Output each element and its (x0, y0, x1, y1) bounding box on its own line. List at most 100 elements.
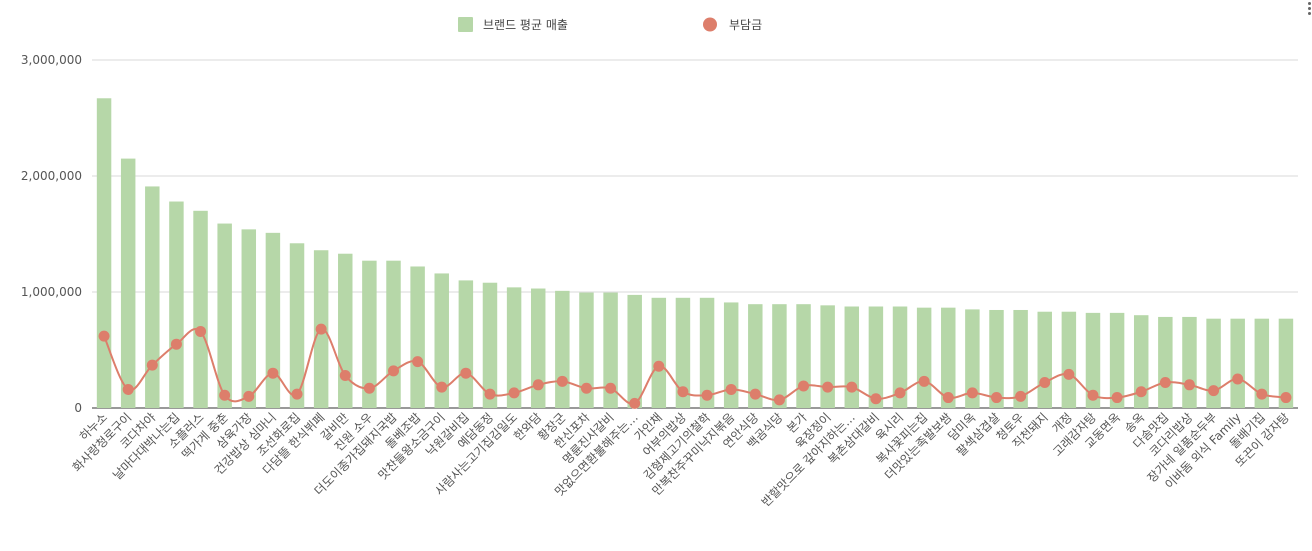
bar[interactable] (1061, 311, 1077, 408)
line-point[interactable] (1015, 390, 1027, 402)
line-point[interactable] (870, 393, 882, 405)
line-point[interactable] (580, 382, 592, 394)
bar[interactable] (362, 260, 377, 408)
bar[interactable] (1254, 318, 1270, 408)
more-options-icon[interactable] (1306, 0, 1312, 22)
line-point[interactable] (122, 383, 134, 395)
bar[interactable] (844, 306, 860, 409)
bar[interactable] (579, 292, 594, 408)
bar[interactable] (868, 306, 884, 409)
line-point[interactable] (388, 365, 399, 377)
bar[interactable] (120, 158, 136, 408)
bar[interactable] (1158, 316, 1173, 408)
line-point[interactable] (749, 388, 761, 400)
line-point[interactable] (267, 367, 279, 379)
line-point[interactable] (556, 375, 568, 387)
bar[interactable] (796, 304, 811, 408)
line-point[interactable] (725, 383, 737, 395)
line-point[interactable] (701, 389, 713, 401)
line-point[interactable] (677, 386, 689, 398)
bar[interactable] (1037, 311, 1052, 408)
line-point[interactable] (1039, 376, 1051, 388)
line-point[interactable] (966, 387, 978, 399)
bar[interactable] (892, 306, 908, 409)
line-point[interactable] (846, 381, 858, 393)
bar[interactable] (289, 243, 305, 408)
bar[interactable] (1013, 309, 1028, 408)
line-point[interactable] (146, 359, 158, 371)
line-point[interactable] (1159, 376, 1171, 388)
line-point[interactable] (339, 370, 351, 382)
line-point[interactable] (798, 380, 810, 392)
legend[interactable]: 브랜드 평균 매출 부담금 (458, 17, 762, 32)
line-point[interactable] (942, 392, 954, 404)
line-point[interactable] (773, 394, 785, 406)
bar[interactable] (820, 305, 835, 408)
bar[interactable] (169, 201, 184, 408)
bar[interactable] (603, 292, 618, 408)
line-point[interactable] (243, 390, 255, 402)
bar[interactable] (145, 186, 160, 408)
line-point[interactable] (363, 382, 375, 394)
bar[interactable] (506, 287, 522, 408)
line-point[interactable] (1063, 368, 1075, 380)
line-point[interactable] (219, 389, 231, 401)
line-point[interactable] (1256, 388, 1268, 400)
line-point[interactable] (1208, 385, 1220, 397)
line-point[interactable] (195, 325, 207, 337)
bar[interactable] (458, 280, 474, 408)
bar[interactable] (1109, 312, 1125, 408)
line-point[interactable] (291, 388, 303, 400)
bar[interactable] (217, 223, 232, 408)
bar[interactable] (434, 273, 449, 408)
line-point[interactable] (1232, 373, 1244, 385)
bar[interactable] (193, 210, 208, 408)
line-point[interactable] (1087, 389, 1099, 401)
line-point[interactable] (629, 397, 641, 409)
bar[interactable] (1133, 315, 1149, 408)
bar[interactable] (1182, 316, 1197, 408)
bar[interactable] (916, 307, 932, 408)
line-point[interactable] (605, 382, 617, 394)
line-point[interactable] (918, 375, 930, 387)
bar[interactable] (482, 282, 498, 408)
line-point[interactable] (1280, 392, 1292, 404)
line-point[interactable] (436, 381, 448, 393)
bar[interactable] (748, 304, 763, 408)
bar[interactable] (723, 302, 739, 408)
line-point[interactable] (412, 356, 424, 368)
line-point[interactable] (822, 381, 834, 393)
bar[interactable] (1278, 318, 1294, 408)
bar[interactable] (651, 297, 667, 408)
bar[interactable] (1230, 318, 1245, 408)
bar[interactable] (555, 290, 570, 408)
bar[interactable] (265, 232, 281, 408)
bar[interactable] (1085, 312, 1101, 408)
line-point[interactable] (508, 387, 520, 399)
line-point[interactable] (170, 338, 182, 350)
line-point[interactable] (1135, 386, 1147, 398)
bar[interactable] (699, 297, 715, 408)
line-point[interactable] (460, 367, 472, 379)
line-point[interactable] (894, 387, 906, 399)
bar[interactable] (941, 307, 956, 408)
line-point[interactable] (532, 379, 544, 391)
legend-item-bar[interactable]: 브랜드 평균 매출 (458, 17, 568, 32)
line-point[interactable] (653, 360, 665, 372)
bar[interactable] (530, 288, 546, 408)
bar[interactable] (338, 253, 353, 408)
bar[interactable] (1206, 318, 1221, 408)
bar[interactable] (675, 297, 691, 408)
bar[interactable] (410, 266, 425, 408)
line-point[interactable] (1111, 392, 1123, 404)
bar[interactable] (627, 294, 642, 408)
bar[interactable] (386, 260, 401, 408)
line-point[interactable] (1183, 379, 1195, 391)
legend-item-line[interactable]: 부담금 (703, 17, 762, 33)
bar[interactable] (965, 309, 980, 408)
bar[interactable] (241, 229, 257, 408)
bar[interactable] (989, 309, 1004, 408)
line-point[interactable] (98, 330, 110, 342)
bar[interactable] (772, 304, 787, 408)
line-point[interactable] (991, 392, 1002, 404)
